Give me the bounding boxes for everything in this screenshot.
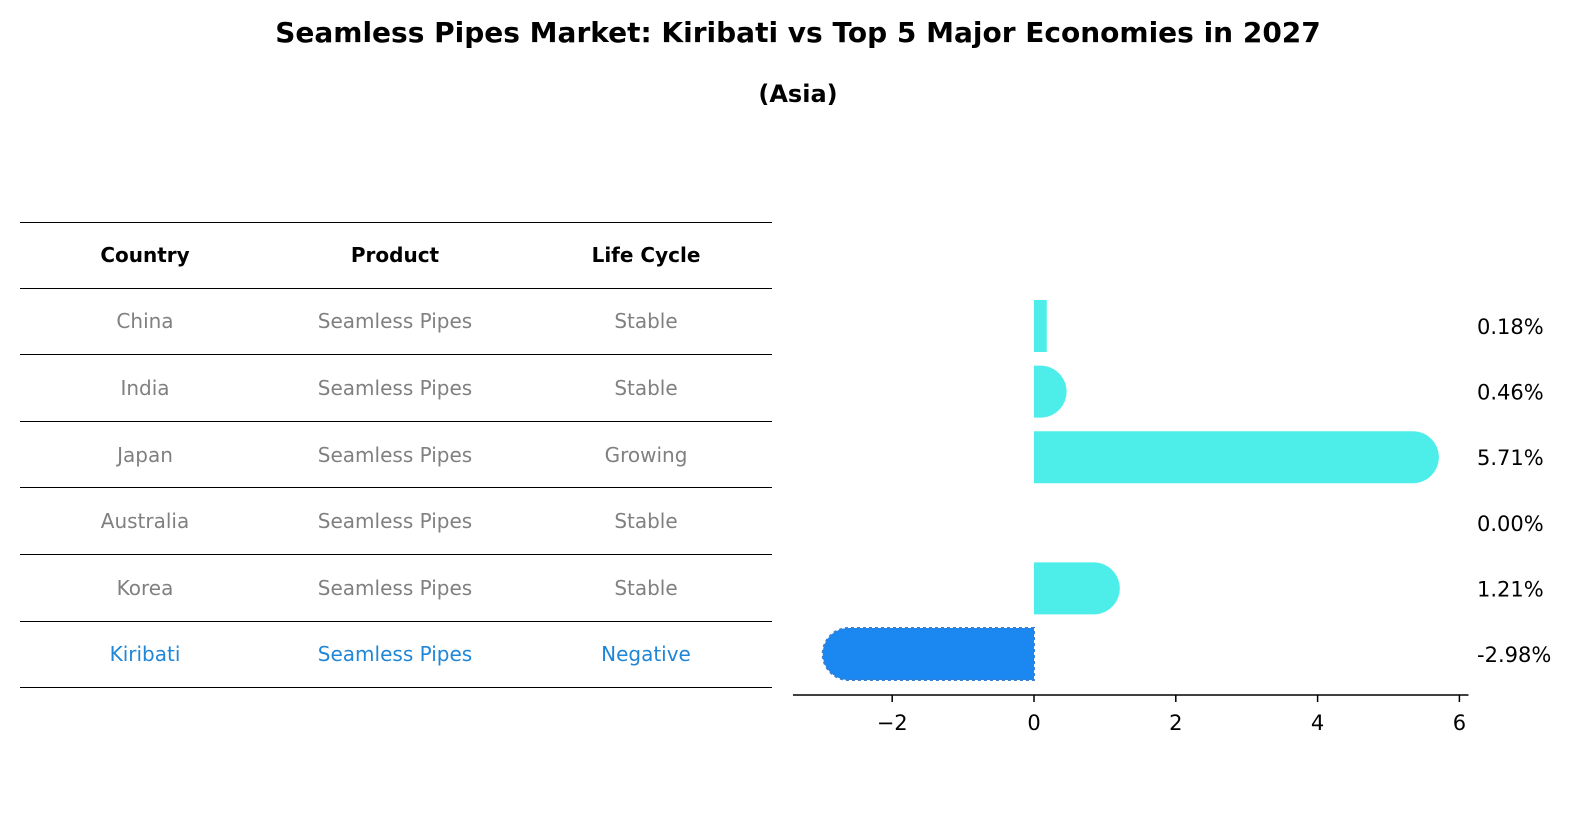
life-cycle-cell: Negative [601, 642, 691, 667]
chart-subtitle: (Asia) [758, 80, 838, 108]
life-cycle-cell: Stable [614, 375, 678, 400]
header-life-cycle: Life Cycle [591, 243, 701, 268]
data-table: Country Product Life Cycle China Seamles… [20, 222, 772, 689]
table-row: Japan Seamless Pipes Growing [20, 422, 772, 489]
country-cell: Kiribati [109, 642, 181, 667]
table-row: China Seamless Pipes Stable [20, 289, 772, 356]
bar-kiribati [821, 627, 1035, 681]
product-cell: Seamless Pipes [317, 442, 473, 467]
value-label: 0.18% [1477, 315, 1544, 339]
x-tick-label: 4 [1311, 711, 1324, 735]
country-cell: India [120, 375, 170, 400]
table-row-highlight: Kiribati Seamless Pipes Negative [20, 622, 772, 689]
life-cycle-cell: Stable [614, 509, 678, 534]
bar-india [1034, 365, 1067, 418]
x-tick-label: 6 [1453, 711, 1466, 735]
chart-title: Seamless Pipes Market: Kiribati vs Top 5… [275, 16, 1321, 49]
table-header-row: Country Product Life Cycle [20, 222, 772, 289]
life-cycle-cell: Stable [614, 309, 678, 334]
table-row: Australia Seamless Pipes Stable [20, 488, 772, 555]
x-tick-label: −2 [877, 711, 908, 735]
x-tick-label: 2 [1169, 711, 1182, 735]
bar-korea [1034, 562, 1120, 615]
table-row: India Seamless Pipes Stable [20, 355, 772, 422]
value-label: 0.46% [1477, 381, 1544, 405]
country-cell: Japan [117, 442, 173, 467]
country-cell: Korea [116, 575, 174, 600]
country-cell: China [116, 309, 174, 334]
value-label: 5.71% [1477, 446, 1544, 470]
value-label: 1.21% [1477, 577, 1544, 601]
bar-china [1034, 300, 1047, 352]
value-label: 0.00% [1477, 512, 1544, 536]
product-cell: Seamless Pipes [317, 642, 473, 667]
product-cell: Seamless Pipes [317, 309, 473, 334]
table-row: Korea Seamless Pipes Stable [20, 555, 772, 622]
x-tick-label: 0 [1027, 711, 1040, 735]
life-cycle-cell: Growing [604, 442, 688, 467]
product-cell: Seamless Pipes [317, 575, 473, 600]
bar-japan [1034, 431, 1439, 484]
header-product: Product [350, 243, 440, 268]
country-cell: Australia [100, 509, 190, 534]
life-cycle-cell: Stable [614, 575, 678, 600]
value-label: -2.98% [1477, 643, 1551, 667]
product-cell: Seamless Pipes [317, 509, 473, 534]
product-cell: Seamless Pipes [317, 375, 473, 400]
header-country: Country [100, 243, 190, 268]
